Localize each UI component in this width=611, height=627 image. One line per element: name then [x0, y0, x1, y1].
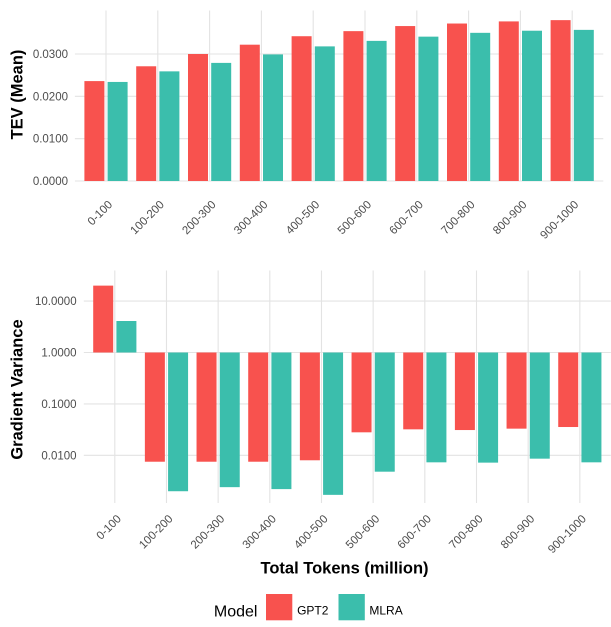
x-tick-label: 700-800 — [439, 199, 477, 237]
bar-gpt2-0-100 — [93, 285, 114, 353]
bar-gpt2-200-300 — [196, 352, 217, 462]
bar-gpt2-300-400 — [248, 352, 269, 462]
x-tick-label: 300-400 — [241, 513, 279, 551]
y-tick-label: 0.0100 — [41, 450, 76, 462]
tev-axis-title: TEV (Mean) — [9, 50, 27, 140]
y-tick-label: 10.0000 — [35, 296, 77, 308]
bar-gpt2-100-200 — [144, 352, 165, 462]
y-tick-label: 0.1000 — [41, 399, 76, 411]
bar-gpt2-600-700 — [403, 352, 424, 430]
bar-mlra-300-400 — [263, 54, 283, 181]
bar-gpt2-500-600 — [351, 352, 372, 433]
y-tick-label: 0.0100 — [33, 134, 68, 146]
gradient-variance-chart: 10.0000 1.0000 0.1000 0.0100 0-100 100-200 200… — [35, 270, 611, 556]
x-tick-label: 500-600 — [336, 199, 374, 237]
bar-gpt2-900-1000 — [550, 20, 571, 182]
bar-mlra-100-200 — [159, 71, 180, 181]
bar-mlra-800-900 — [529, 352, 550, 459]
bar-mlra-600-700 — [418, 36, 439, 181]
bar-mlra-400-500 — [314, 46, 335, 182]
bar-mlra-400-500 — [323, 352, 344, 495]
bar-mlra-900-1000 — [573, 29, 594, 182]
x-tick-label: 800-900 — [491, 199, 529, 237]
legend-key-gpt2 — [266, 594, 293, 621]
legend-label-gpt2: GPT2 — [297, 604, 329, 618]
x-tick-label: 600-700 — [396, 513, 434, 551]
bar-mlra-0-100 — [116, 321, 137, 353]
bar-mlra-900-1000 — [581, 352, 602, 463]
bar-gpt2-500-600 — [343, 31, 364, 182]
bar-gpt2-100-200 — [136, 66, 157, 181]
legend-title: Model — [214, 604, 258, 621]
gradient-variance-axis-title: Gradient Variance — [9, 319, 27, 459]
x-tick-label: 200-300 — [180, 199, 218, 237]
bar-mlra-100-200 — [168, 352, 189, 492]
x-tick-label: 900-1000 — [538, 199, 581, 242]
y-tick-label: 0.0300 — [33, 49, 68, 61]
bar-mlra-500-600 — [366, 40, 387, 181]
bar-gpt2-900-1000 — [558, 352, 579, 428]
bar-gpt2-600-700 — [395, 26, 416, 182]
bar-gpt2-700-800 — [447, 23, 467, 181]
x-tick-label: 600-700 — [388, 199, 426, 237]
x-tick-label: 300-400 — [232, 199, 270, 237]
x-tick-label: 700-800 — [447, 513, 485, 551]
x-tick-label: 200-300 — [189, 513, 227, 551]
tev-mean-chart: 0.0000 0.0100 0.0200 0.0300 0-100 100-200 200-… — [33, 10, 604, 242]
bar-mlra-600-700 — [426, 352, 447, 463]
bar-gpt2-800-900 — [498, 21, 519, 182]
bar-mlra-300-400 — [271, 352, 292, 490]
x-tick-label: 800-900 — [499, 513, 537, 551]
bar-mlra-700-800 — [470, 32, 491, 181]
x-tick-label: 400-500 — [292, 513, 330, 551]
legend-label-mlra: MLRA — [369, 604, 402, 618]
x-tick-label: 100-200 — [129, 199, 167, 237]
bar-gpt2-700-800 — [454, 352, 475, 431]
bar-gpt2-0-100 — [84, 81, 105, 181]
x-tick-label: 500-600 — [344, 513, 382, 551]
bar-mlra-200-300 — [211, 62, 232, 181]
bar-mlra-200-300 — [219, 352, 240, 488]
legend-key-mlra — [338, 594, 365, 621]
bar-mlra-800-900 — [522, 30, 542, 181]
x-tick-label: 900-1000 — [546, 513, 589, 556]
x-tick-label: 0-100 — [86, 199, 115, 228]
bar-gpt2-200-300 — [188, 54, 208, 181]
bar-gpt2-400-500 — [291, 36, 312, 182]
x-tick-label: 100-200 — [137, 513, 175, 551]
y-tick-label: 0.0000 — [33, 176, 68, 188]
x-tick-label: 0-100 — [95, 513, 124, 542]
bar-mlra-500-600 — [374, 352, 395, 472]
bar-mlra-0-100 — [107, 81, 128, 181]
bar-gpt2-800-900 — [506, 352, 527, 429]
bar-gpt2-400-500 — [299, 352, 320, 461]
bar-mlra-700-800 — [478, 352, 499, 463]
y-tick-label: 0.0200 — [33, 91, 68, 103]
x-axis-title: Total Tokens (million) — [260, 560, 428, 578]
y-tick-label: 1.0000 — [41, 348, 76, 360]
bar-gpt2-300-400 — [239, 44, 260, 181]
x-tick-label: 400-500 — [284, 199, 322, 237]
legend: Model GPT2 MLRA — [214, 594, 403, 621]
